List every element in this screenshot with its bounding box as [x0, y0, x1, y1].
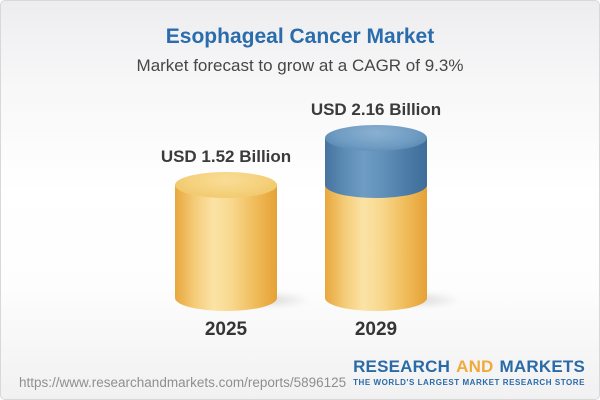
category-label-2025: 2025: [204, 319, 248, 340]
logo-tagline: THE WORLD'S LARGEST MARKET RESEARCH STOR…: [353, 378, 585, 387]
base-segment-gold: [325, 185, 427, 311]
page-subtitle: Market forecast to grow at a CAGR of 9.3…: [136, 56, 464, 75]
logo-word-research: RESEARCH: [353, 357, 451, 376]
cylinder-body-gold: [175, 185, 277, 311]
category-label-2029: 2029: [354, 319, 398, 340]
report-url: https://www.researchandmarkets.com/repor…: [19, 375, 347, 390]
value-label-2029: USD 2.16 Billion: [310, 100, 442, 119]
cylinder-top-face-gold: [175, 172, 277, 199]
value-label-2025: USD 1.52 Billion: [160, 147, 292, 167]
bar-2029: USD 2.16 Billion 2029: [311, 1, 475, 399]
cylinder-top-face-blue: [325, 125, 427, 151]
logo-word-and: AND: [456, 357, 494, 376]
bar-2025: USD 1.52 Billion 2025: [161, 1, 325, 399]
research-and-markets-logo: RESEARCH AND MARKETS THE WORLD'S LARGEST…: [353, 358, 585, 387]
logo-word-markets: MARKETS: [499, 357, 585, 376]
logo-wordmark: RESEARCH AND MARKETS: [353, 358, 585, 375]
page-title: Esophageal Cancer Market: [165, 25, 435, 48]
